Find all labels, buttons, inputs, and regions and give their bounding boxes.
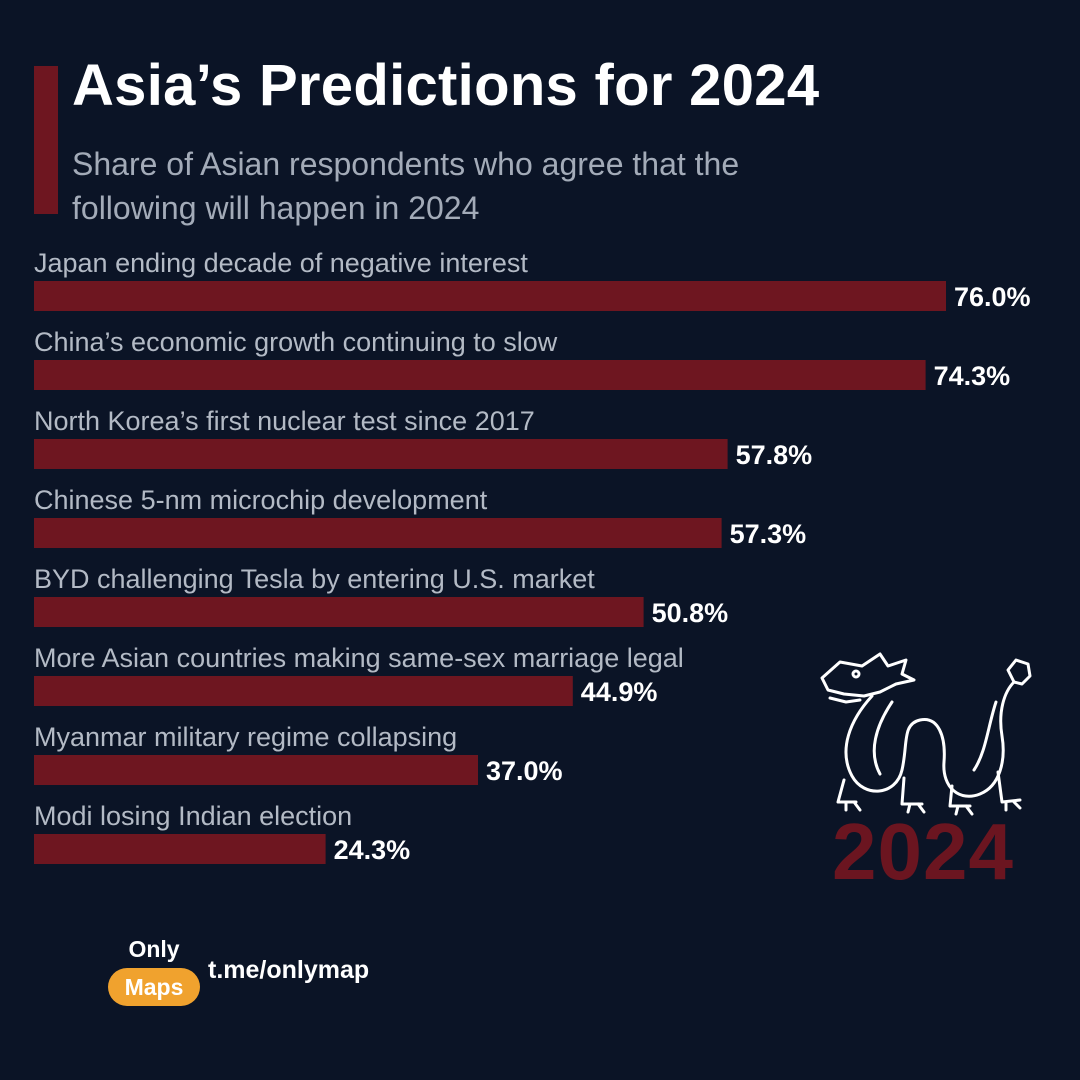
chart-title: Asia’s Predictions for 2024 <box>72 53 820 118</box>
logo-badge-maps: Maps <box>108 968 200 1006</box>
value-label: 57.3% <box>730 519 807 549</box>
value-label: 44.9% <box>581 677 658 707</box>
value-label: 50.8% <box>652 598 729 628</box>
category-label: North Korea’s first nuclear test since 2… <box>34 406 535 436</box>
bar <box>34 676 573 706</box>
value-label: 24.3% <box>334 835 411 865</box>
category-label: More Asian countries making same-sex mar… <box>34 643 684 673</box>
category-label: Myanmar military regime collapsing <box>34 722 457 752</box>
chart-subtitle: Share of Asian respondents who agree tha… <box>72 146 740 226</box>
bar <box>34 360 926 390</box>
dragon-outline-icon <box>820 652 1032 816</box>
value-label: 57.8% <box>736 440 813 470</box>
bar <box>34 518 722 548</box>
logo-text-only: Only <box>128 936 180 962</box>
category-label: Modi losing Indian election <box>34 801 352 831</box>
bar <box>34 597 644 627</box>
bar <box>34 755 478 785</box>
bar-chart: Japan ending decade of negative interest… <box>34 248 1031 865</box>
category-label: Japan ending decade of negative interest <box>34 248 528 278</box>
title-accent-bar <box>34 66 58 214</box>
category-label: BYD challenging Tesla by entering U.S. m… <box>34 564 595 594</box>
value-label: 76.0% <box>954 282 1031 312</box>
bar <box>34 439 728 469</box>
category-label: Chinese 5-nm microchip development <box>34 485 488 515</box>
channel-link: t.me/onlymap <box>208 956 370 984</box>
value-label: 74.3% <box>934 361 1011 391</box>
onlymaps-logo: Only Maps <box>108 936 200 1008</box>
value-label: 37.0% <box>486 756 563 786</box>
year-watermark: 2024 <box>832 807 1014 896</box>
category-label: China’s economic growth continuing to sl… <box>34 327 558 357</box>
bar <box>34 281 946 311</box>
bar <box>34 834 326 864</box>
